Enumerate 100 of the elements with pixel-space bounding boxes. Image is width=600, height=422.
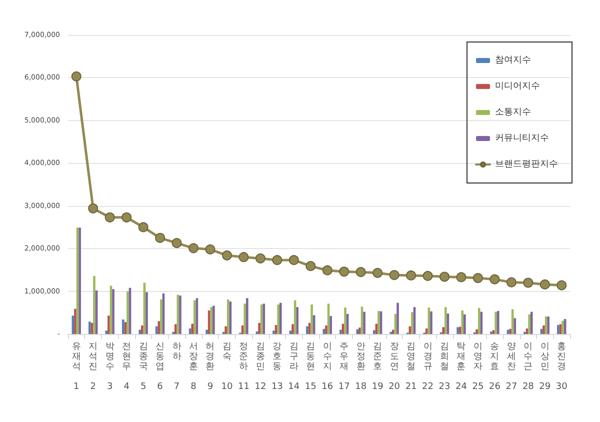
bar [340,330,342,334]
bar [562,320,564,334]
point [255,253,266,264]
x-tick-label: 홍진경 30 [556,342,568,392]
point [306,261,316,272]
legend-label: 소통지수 [495,108,531,118]
legend-label: 참여지수 [495,56,531,66]
x-tick-label: 장도연 20 [388,342,400,392]
point [322,265,332,276]
bar [411,312,414,334]
point [288,255,299,266]
bar [179,296,182,334]
x-tick-label: 김영철 21 [405,342,417,392]
bar [514,318,516,334]
bar [557,325,560,334]
bar [497,310,500,334]
bar [444,307,447,334]
bar [146,292,148,334]
x-tick-label: 이수지 16 [322,342,334,392]
x-tick-label: 김구라 14 [288,342,300,392]
x-tick-label: 김종민 12 [254,342,266,392]
bar [456,327,459,334]
x-tick-label: 유재석 1 [72,342,81,392]
x-tick-label: 이수근 28 [522,342,534,392]
x-tick-label: 송지효 26 [488,342,501,392]
bar [277,304,280,334]
x-tick-label: 이영자 25 [472,342,484,392]
point [372,268,383,278]
bar [74,308,76,334]
point [389,270,400,280]
bar [191,324,194,334]
bar [330,316,332,334]
bar [279,302,282,334]
bar [93,276,96,334]
bar [464,314,466,334]
x-tick-label: 지석진 2 [88,342,98,392]
bar [160,299,162,334]
bar [490,331,492,334]
bar [408,326,412,334]
bar [478,308,480,334]
bar [506,330,510,334]
x-tick-label: 신동엽 6 [156,342,165,392]
bar [344,308,346,334]
bar [392,330,394,334]
bar [78,228,81,334]
point [356,267,366,278]
x-tick-label: 허경환 9 [206,342,215,392]
bar [272,330,275,334]
point [540,279,550,290]
bar [108,316,110,334]
bar [138,330,141,334]
x-tick-label: 강호동 13 [271,342,283,392]
point [506,277,516,288]
bar [224,326,227,334]
bar [296,307,298,334]
bar [372,330,376,334]
point [71,71,82,82]
bar [458,326,462,334]
bar [206,330,208,334]
point [440,272,450,282]
point [339,266,350,277]
bar [530,312,533,334]
point [104,212,115,222]
bar [442,327,444,334]
point [122,212,132,222]
x-tick-label: 양세찬 27 [506,342,518,392]
point [472,273,483,284]
bar [306,326,308,334]
x-tick-label: 탁재훈 24 [456,342,468,392]
point [172,238,182,248]
x-tick-label: 김희철 23 [438,342,450,392]
bar [244,304,246,334]
x-tick-label: 이경규 22 [422,342,434,392]
point [155,232,166,243]
bar [325,325,328,334]
point [238,252,249,262]
point [88,203,98,214]
bar [158,321,160,334]
x-tick-label: 주우재 17 [338,342,350,392]
bar [547,316,550,334]
legend-label: 브랜드평판지수 [495,160,558,170]
bar [289,330,292,334]
x-tick-label: 이상민 29 [539,342,551,392]
bar [112,289,114,334]
bar [126,291,129,334]
bar [122,319,124,334]
point [222,250,232,260]
legend-label: 미디어지수 [495,82,540,92]
bar [212,306,215,334]
category-label: 김숙 10 [221,342,233,392]
x-tick-label: 전현무 4 [122,342,132,392]
bar [310,304,313,334]
bar [258,322,260,334]
bar [210,307,213,334]
bar [246,298,248,334]
bar [226,299,230,334]
bar [105,330,108,334]
bar [194,300,196,334]
bar [141,325,144,334]
x-tick-label: 김동현 15 [304,342,316,392]
